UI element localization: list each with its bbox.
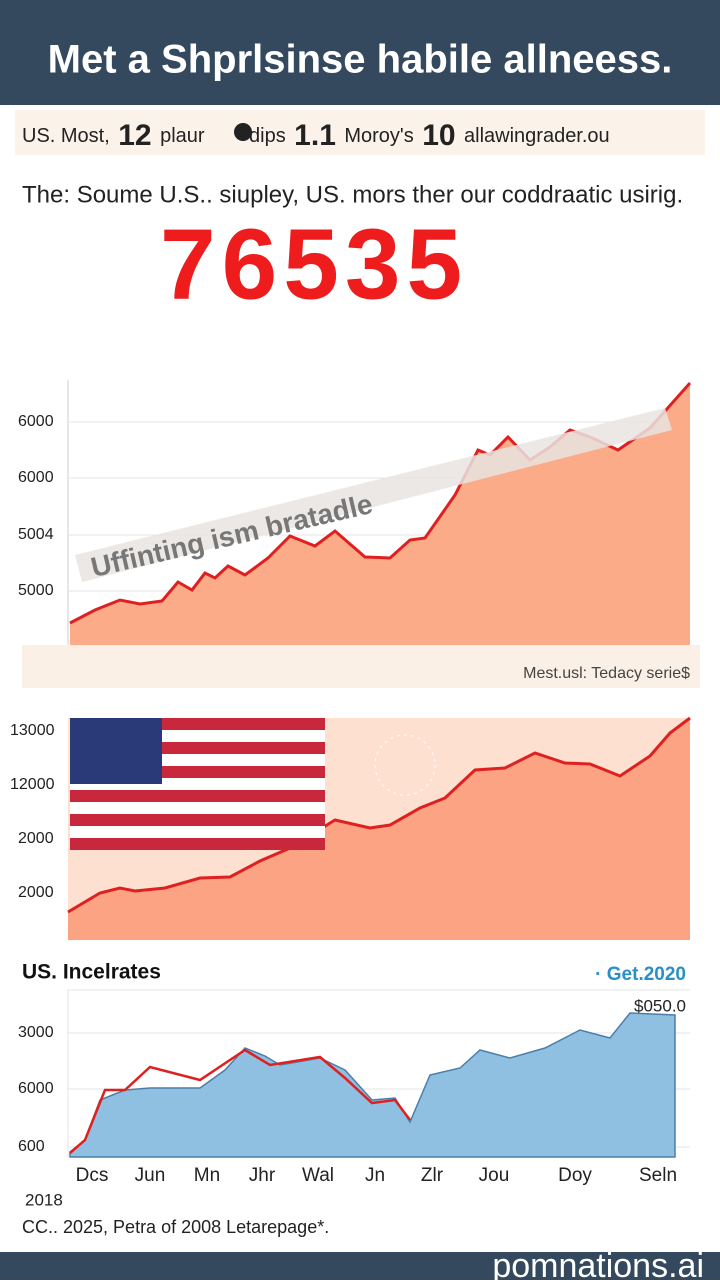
y-tick-label: 6000: [18, 1080, 54, 1097]
y-tick-label: 5004: [18, 526, 54, 543]
banner: [75, 408, 672, 582]
apple-icon: [234, 123, 252, 141]
sub-item: plaur: [160, 125, 205, 147]
x-tick-label: Jn: [365, 1165, 385, 1186]
subheader: US. Most, 12 plaur dips 1.1 Moroy's 10 a…: [22, 119, 610, 152]
sub-item: 12: [118, 119, 151, 152]
y-tick-label: 13000: [10, 722, 55, 739]
y-tick-label: 3000: [18, 1024, 54, 1041]
headline-number: 76535: [160, 208, 468, 320]
caption-strip: [22, 645, 700, 688]
x-tick-label: Jun: [135, 1165, 166, 1186]
y-tick-label: 6000: [18, 413, 54, 430]
flag: [70, 718, 325, 850]
x-tick-label: Zlr: [421, 1165, 444, 1186]
sub-item: allawingrader.ou: [464, 125, 610, 147]
chart-1: Uffinting ism bratadle 6000 6000 5004 50…: [18, 380, 692, 645]
area: [69, 1012, 676, 1158]
footer-note: CC.. 2025, Petra of 2008 Letarepage*.: [22, 1217, 329, 1237]
y-tick-label: 2000: [18, 830, 54, 847]
year-label: 2018: [25, 1190, 63, 1209]
sub-item: 1.1: [294, 119, 336, 152]
x-tick-label: Jhr: [249, 1165, 276, 1186]
x-tick-label: Seln: [639, 1165, 677, 1186]
title: Met a Shprlsinse habile allneess.: [48, 38, 673, 82]
chart-3: US. Incelrates · Get.2020 $050.0 3000 60…: [18, 961, 690, 1209]
tagline: The: Soume U.S.. siupley, US. mors ther …: [22, 181, 683, 208]
x-tick-label: Doy: [558, 1165, 592, 1186]
line: [67, 716, 691, 914]
line: [69, 1048, 411, 1154]
area: [68, 718, 690, 940]
caption: Mest.usl: Tedacy serie$: [523, 665, 690, 682]
footer-bar: [0, 1252, 720, 1280]
x-tick-label: Wal: [302, 1165, 334, 1186]
sub-item: dips: [249, 125, 286, 147]
header-bar: [0, 0, 720, 105]
y-tick-label: 600: [18, 1138, 45, 1155]
y-tick-label: 5000: [18, 582, 54, 599]
legend: · Get.2020: [595, 964, 686, 985]
x-tick-label: Jou: [479, 1165, 510, 1186]
y-tick-label: 12000: [10, 776, 55, 793]
value-label: $050.0: [634, 996, 686, 1015]
sub-item: US. Most,: [22, 125, 110, 147]
area: [70, 383, 690, 645]
x-tick-label: Mn: [194, 1165, 220, 1186]
x-tick-label: Dcs: [76, 1165, 109, 1186]
brand: pomnations.ai: [492, 1247, 704, 1280]
subheader-strip: [15, 110, 705, 155]
sub-item: 10: [422, 119, 455, 152]
chart-2: 13000 12000 2000 2000: [10, 716, 691, 940]
y-tick-label: 2000: [18, 884, 54, 901]
chart-title: US. Incelrates: [22, 961, 161, 984]
sub-item: Moroy's: [344, 125, 413, 147]
emblem: [374, 734, 436, 796]
y-tick-label: 6000: [18, 469, 54, 486]
